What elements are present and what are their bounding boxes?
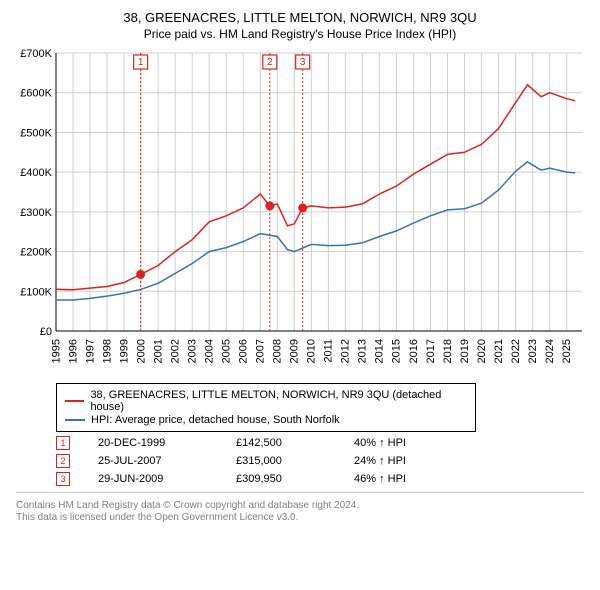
legend-label: HPI: Average price, detached house, Sout… [91,414,340,426]
sales-row: 3 29-JUN-2009 £309,950 46% ↑ HPI [56,472,584,486]
series-hpi [56,162,575,300]
x-tick-label: 2024 [544,339,556,363]
x-tick-label: 2012 [340,339,352,363]
x-tick-label: 2021 [493,339,505,363]
sale-pct: 46% ↑ HPI [354,473,444,485]
sale-marker-number: 3 [300,57,306,68]
x-tick-label: 2001 [152,339,164,363]
legend-item: 38, GREENACRES, LITTLE MELTON, NORWICH, … [65,389,467,413]
y-tick-label: £700K [20,48,52,60]
x-tick-label: 2015 [391,339,403,363]
sale-date: 29-JUN-2009 [98,473,208,485]
x-tick-label: 2005 [221,339,233,363]
sale-number-box: 3 [56,472,70,486]
sales-row: 2 25-JUL-2007 £315,000 24% ↑ HPI [56,454,584,468]
series-property [56,85,575,290]
x-tick-label: 2000 [135,339,147,363]
chart-subtitle: Price paid vs. HM Land Registry's House … [8,27,592,41]
sale-dot [136,270,145,279]
sale-pct: 40% ↑ HPI [354,437,444,449]
y-tick-label: £200K [20,247,52,259]
sale-price: £142,500 [236,437,326,449]
chart-title: 38, GREENACRES, LITTLE MELTON, NORWICH, … [8,10,592,25]
y-tick-label: £600K [20,88,52,100]
sale-marker-number: 1 [138,57,144,68]
x-tick-label: 2008 [272,339,284,363]
y-tick-label: £400K [20,167,52,179]
y-tick-label: £500K [20,127,52,139]
legend-swatch [65,419,85,421]
footer-attribution: Contains HM Land Registry data © Crown c… [16,492,584,523]
sale-price: £309,950 [236,473,326,485]
sale-dot [265,201,274,210]
sale-date: 20-DEC-1999 [98,437,208,449]
y-tick-label: £0 [40,326,52,338]
sale-date: 25-JUL-2007 [98,455,208,467]
x-tick-label: 2002 [169,339,181,363]
x-tick-label: 1999 [118,339,130,363]
x-tick-label: 2018 [442,339,454,363]
legend-swatch [65,400,84,402]
price-chart: £0 £100K £200K £300K £400K £500K £600K £700K 199… [8,47,592,377]
sale-marker-number: 2 [267,57,273,68]
x-tick-label: 2007 [255,339,267,363]
footer-line-1: Contains HM Land Registry data © Crown c… [16,500,584,511]
x-tick-label: 1998 [101,339,113,363]
x-tick-label: 1997 [84,339,96,363]
x-tick-label: 1996 [67,339,79,363]
x-tick-label: 2010 [306,339,318,363]
x-tick-label: 2014 [374,339,386,363]
sales-table: 1 20-DEC-1999 £142,500 40% ↑ HPI 2 25-JUL-200… [56,436,584,486]
footer-line-2: This data is licensed under the Open Gov… [16,512,584,523]
x-tick-label: 2019 [459,339,471,363]
sale-price: £315,000 [236,455,326,467]
x-tick-label: 2003 [186,339,198,363]
y-tick-label: £300K [20,207,52,219]
x-tick-label: 2017 [425,339,437,363]
x-tick-label: 2009 [289,339,301,363]
x-tick-label: 2023 [527,339,539,363]
x-tick-label: 2020 [476,339,488,363]
sale-number-box: 2 [56,454,70,468]
sale-pct: 24% ↑ HPI [354,455,444,467]
sale-dot [298,203,307,212]
x-tick-label: 2004 [204,339,216,363]
legend-label: 38, GREENACRES, LITTLE MELTON, NORWICH, … [90,389,467,413]
legend: 38, GREENACRES, LITTLE MELTON, NORWICH, … [56,383,476,432]
x-tick-label: 1995 [50,339,62,363]
y-tick-label: £100K [20,286,52,298]
chart-container: £0 £100K £200K £300K £400K £500K £600K £700K 199… [8,47,592,377]
sale-number-box: 1 [56,436,70,450]
x-tick-label: 2013 [357,339,369,363]
x-tick-label: 2016 [408,339,420,363]
x-tick-label: 2025 [561,339,573,363]
x-tick-label: 2006 [238,339,250,363]
legend-item: HPI: Average price, detached house, Sout… [65,414,467,426]
x-tick-label: 2022 [510,339,522,363]
sales-row: 1 20-DEC-1999 £142,500 40% ↑ HPI [56,436,584,450]
x-tick-label: 2011 [323,339,335,363]
